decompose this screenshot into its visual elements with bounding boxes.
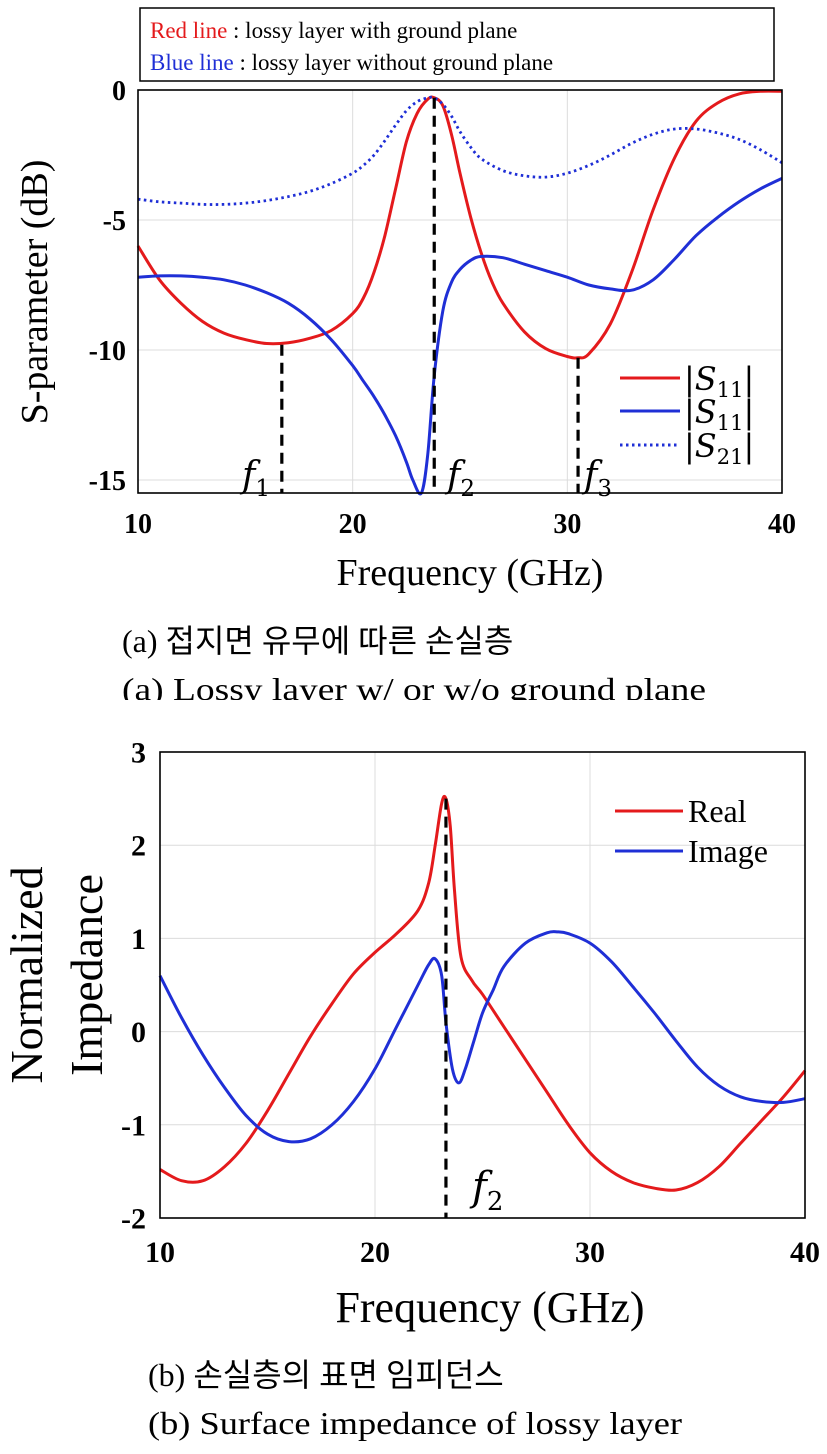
legend-label-image: Image: [688, 833, 768, 869]
note-red-text: : lossy layer with ground plane: [227, 18, 517, 43]
y-tick-label-0: 0: [112, 76, 126, 107]
series-line-real: [159, 794, 807, 1192]
tick-labels: 10 20 30 40 0 -5 -10 -15: [89, 76, 796, 540]
legend-label-s11-red: |S11|: [684, 360, 754, 402]
legend-label-s11-blue: |S11|: [684, 393, 754, 435]
note-blue-text: : lossy layer without ground plane: [234, 50, 553, 75]
plot-frame: [159, 751, 806, 1219]
series-line-s21-without-ground-plane: [137, 95, 783, 206]
caption-english-b: (b) Surface impedance of lossy layer: [148, 1405, 682, 1441]
y-tick-label-1: 1: [131, 923, 146, 956]
caption-korean-a: (a) 접지면 유무에 따른 손실층: [122, 623, 513, 659]
x-tick-label-10: 10: [145, 1236, 175, 1269]
x-tick-label-40: 40: [790, 1236, 820, 1269]
note-red-label: Red line: [150, 18, 227, 43]
caption-english-a: (a) Lossy layer w/ or w/o ground plane: [122, 671, 706, 700]
x-tick-label-20: 20: [339, 509, 367, 540]
x-tick-label-20: 20: [360, 1236, 390, 1269]
note-line-red: Red line : lossy layer with ground plane: [150, 18, 517, 43]
series-group: [158, 794, 807, 1192]
x-tick-label-30: 30: [575, 1236, 605, 1269]
x-tick-label-30: 30: [553, 509, 581, 540]
y-tick-label-2: -2: [121, 1203, 146, 1236]
legend: Real Image: [615, 793, 768, 869]
marker-label-f2: f2: [469, 1164, 503, 1217]
x-tick-label-10: 10: [124, 509, 152, 540]
y-tick-label-15: -15: [89, 466, 126, 497]
x-tick-label-40: 40: [768, 509, 796, 540]
note-line-blue: Blue line : lossy layer without ground p…: [150, 50, 553, 75]
plot-frame: [137, 89, 783, 494]
y-axis-label-line2: Impedance: [61, 874, 112, 1076]
legend: |S11| |S11| |S21|: [620, 360, 754, 469]
s-parameter-chart: 10 20 30 40 0 -5 -10 -15 Red line : lossy layer…: [14, 7, 796, 700]
marker-group: [280, 97, 580, 493]
y-tick-label-2: 2: [131, 830, 146, 863]
legend-label-s21-blue: |S21|: [684, 427, 754, 469]
y-tick-label-3: 3: [131, 737, 146, 770]
note-box: [139, 7, 775, 82]
y-tick-label-1: -1: [121, 1109, 146, 1142]
line-color-note: Red line : lossy layer with ground plane…: [139, 7, 775, 82]
y-axis-label: S-parameter (dB): [14, 160, 56, 425]
y-tick-label-5: -5: [103, 206, 126, 237]
y-tick-label-10: -10: [89, 336, 126, 367]
series-line-s11-with-ground-plane: [136, 89, 783, 360]
series-line-image: [158, 930, 806, 1144]
x-axis-label: Frequency (GHz): [337, 552, 604, 594]
x-axis-label: Frequency (GHz): [335, 1283, 644, 1332]
caption-korean-b: (b) 손실층의 표면 임피던스: [148, 1357, 504, 1393]
y-tick-label-0: 0: [131, 1016, 146, 1049]
note-blue-label: Blue line: [150, 50, 234, 75]
y-axis-label-line1: Normalized: [1, 866, 52, 1083]
legend-label-real: Real: [688, 793, 747, 829]
